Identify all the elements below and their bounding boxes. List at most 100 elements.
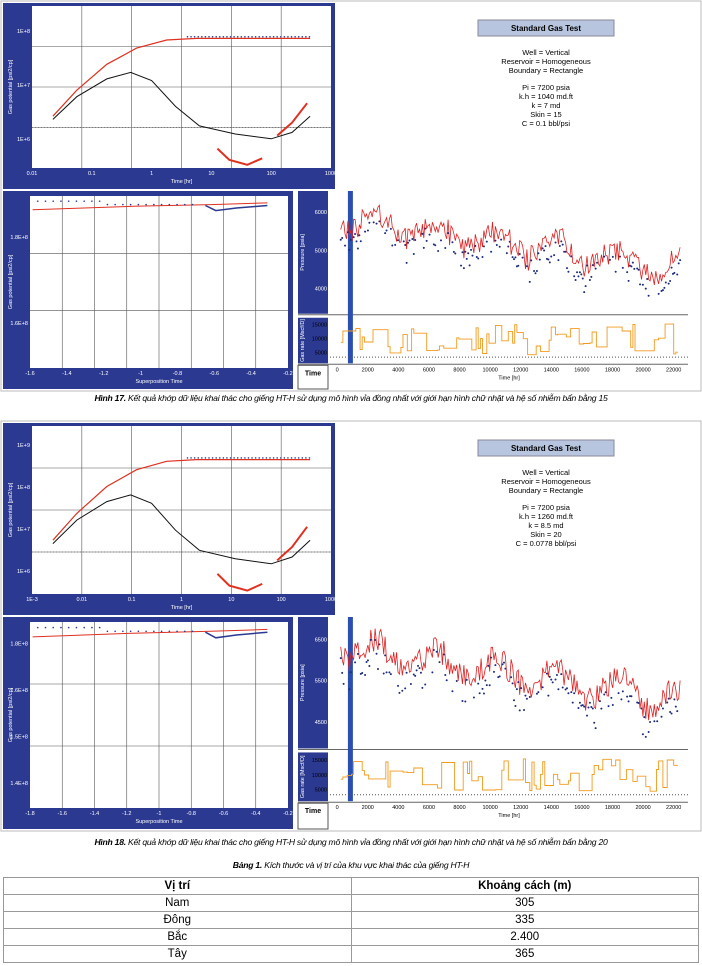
- x-tick-label: 14000: [544, 805, 559, 811]
- pressure-point: [548, 261, 551, 264]
- data-point: [301, 35, 304, 38]
- pressure-point: [676, 273, 679, 276]
- cell: Bắc: [3, 928, 352, 946]
- data-point: [305, 457, 307, 459]
- info-line: Reservoir = Homogeneous: [501, 477, 591, 486]
- y-tick-label: 10000: [312, 773, 327, 779]
- pressure-point: [674, 705, 677, 708]
- axis-strip: [298, 617, 328, 749]
- pressure-point: [412, 673, 415, 676]
- pressure-point: [673, 271, 676, 274]
- x-tick-label: -0.4: [246, 371, 255, 377]
- data-point: [247, 457, 250, 459]
- axis-label: Superposition Time: [135, 819, 182, 825]
- info-line: Well = Vertical: [522, 468, 570, 477]
- pressure-point: [644, 287, 647, 290]
- pressure-point: [676, 710, 679, 713]
- pressure-point: [661, 289, 664, 292]
- data-point: [191, 630, 194, 633]
- data-point: [240, 35, 243, 38]
- pressure-point: [417, 664, 420, 667]
- pressure-point: [354, 661, 357, 664]
- pressure-point: [640, 707, 643, 710]
- pressure-point: [385, 229, 388, 232]
- info-line: Boundary = Rectangle: [509, 66, 583, 75]
- pressure-point: [670, 266, 673, 269]
- pressure-point: [366, 659, 369, 662]
- pressure-point: [352, 236, 355, 239]
- x-tick-label: -1.6: [25, 371, 34, 377]
- model-curve: [32, 628, 268, 638]
- x-tick-label: 8000: [453, 367, 465, 373]
- pressure-point: [454, 252, 457, 255]
- x-tick-label: 100: [267, 171, 276, 177]
- caption-label: Hình 17.: [94, 393, 126, 403]
- pressure-point: [627, 279, 630, 282]
- data-point: [254, 457, 257, 459]
- data-point: [208, 457, 210, 459]
- pressure-point: [494, 239, 497, 242]
- pressure-point: [661, 707, 664, 710]
- pressure-point: [451, 241, 454, 244]
- data-point: [129, 630, 132, 633]
- pressure-point: [475, 255, 478, 258]
- info-line: Pi = 7200 psia: [522, 83, 571, 92]
- pressure-point: [510, 676, 513, 679]
- pressure-point: [488, 684, 491, 687]
- pressure-curve: [340, 628, 681, 721]
- pressure-point: [567, 692, 570, 695]
- pressure-point: [477, 682, 480, 685]
- x-tick-label: 4000: [392, 805, 404, 811]
- data-point: [52, 626, 55, 629]
- y-tick-label: 1.8E+8: [10, 641, 28, 647]
- data-point: [98, 200, 101, 202]
- pressure-point: [424, 683, 427, 686]
- pressure-point: [617, 692, 620, 695]
- data-point: [91, 200, 93, 202]
- data-point: [269, 35, 271, 38]
- pressure-point: [653, 720, 656, 723]
- pressure-point: [394, 243, 397, 246]
- data-point: [106, 630, 109, 633]
- pressure-point: [618, 255, 621, 258]
- data-curve: [216, 573, 263, 592]
- data-point: [67, 626, 70, 629]
- data-point: [308, 457, 311, 459]
- pressure-point: [558, 244, 561, 247]
- pressure-point: [389, 227, 392, 230]
- pressure-point: [563, 250, 566, 253]
- marker-bar: [347, 617, 353, 802]
- pressure-point: [494, 664, 497, 667]
- pressure-point: [461, 699, 464, 702]
- pressure-point: [409, 683, 412, 686]
- pressure-point: [421, 232, 424, 235]
- data-point: [236, 35, 239, 38]
- pressure-point: [647, 294, 650, 297]
- pressure-point: [500, 238, 503, 241]
- pressure-point: [521, 256, 524, 259]
- y-tick-label: 1E+9: [17, 443, 30, 449]
- data-point: [75, 626, 78, 629]
- pressure-point: [422, 246, 425, 249]
- x-tick-label: -1.4: [62, 371, 71, 377]
- pressure-point: [358, 234, 361, 237]
- pressure-point: [447, 232, 450, 235]
- pressure-point: [663, 286, 666, 289]
- x-tick-label: 16000: [574, 367, 589, 373]
- axis-label: Pressure [psia]: [300, 664, 306, 701]
- pressure-point: [375, 222, 378, 225]
- pressure-point: [504, 667, 507, 670]
- pressure-point: [445, 679, 448, 682]
- pressure-point: [505, 252, 508, 255]
- pressure-point: [444, 674, 447, 677]
- data-point: [251, 457, 253, 459]
- table-row: Tây 365: [3, 945, 699, 963]
- data-point: [233, 35, 235, 38]
- data-point: [272, 457, 275, 459]
- pressure-point: [604, 691, 607, 694]
- x-tick-label: 6000: [423, 367, 435, 373]
- data-point: [114, 203, 116, 206]
- pressure-point: [596, 261, 599, 264]
- pressure-point: [598, 700, 601, 703]
- y-tick-label: 4500: [315, 720, 327, 726]
